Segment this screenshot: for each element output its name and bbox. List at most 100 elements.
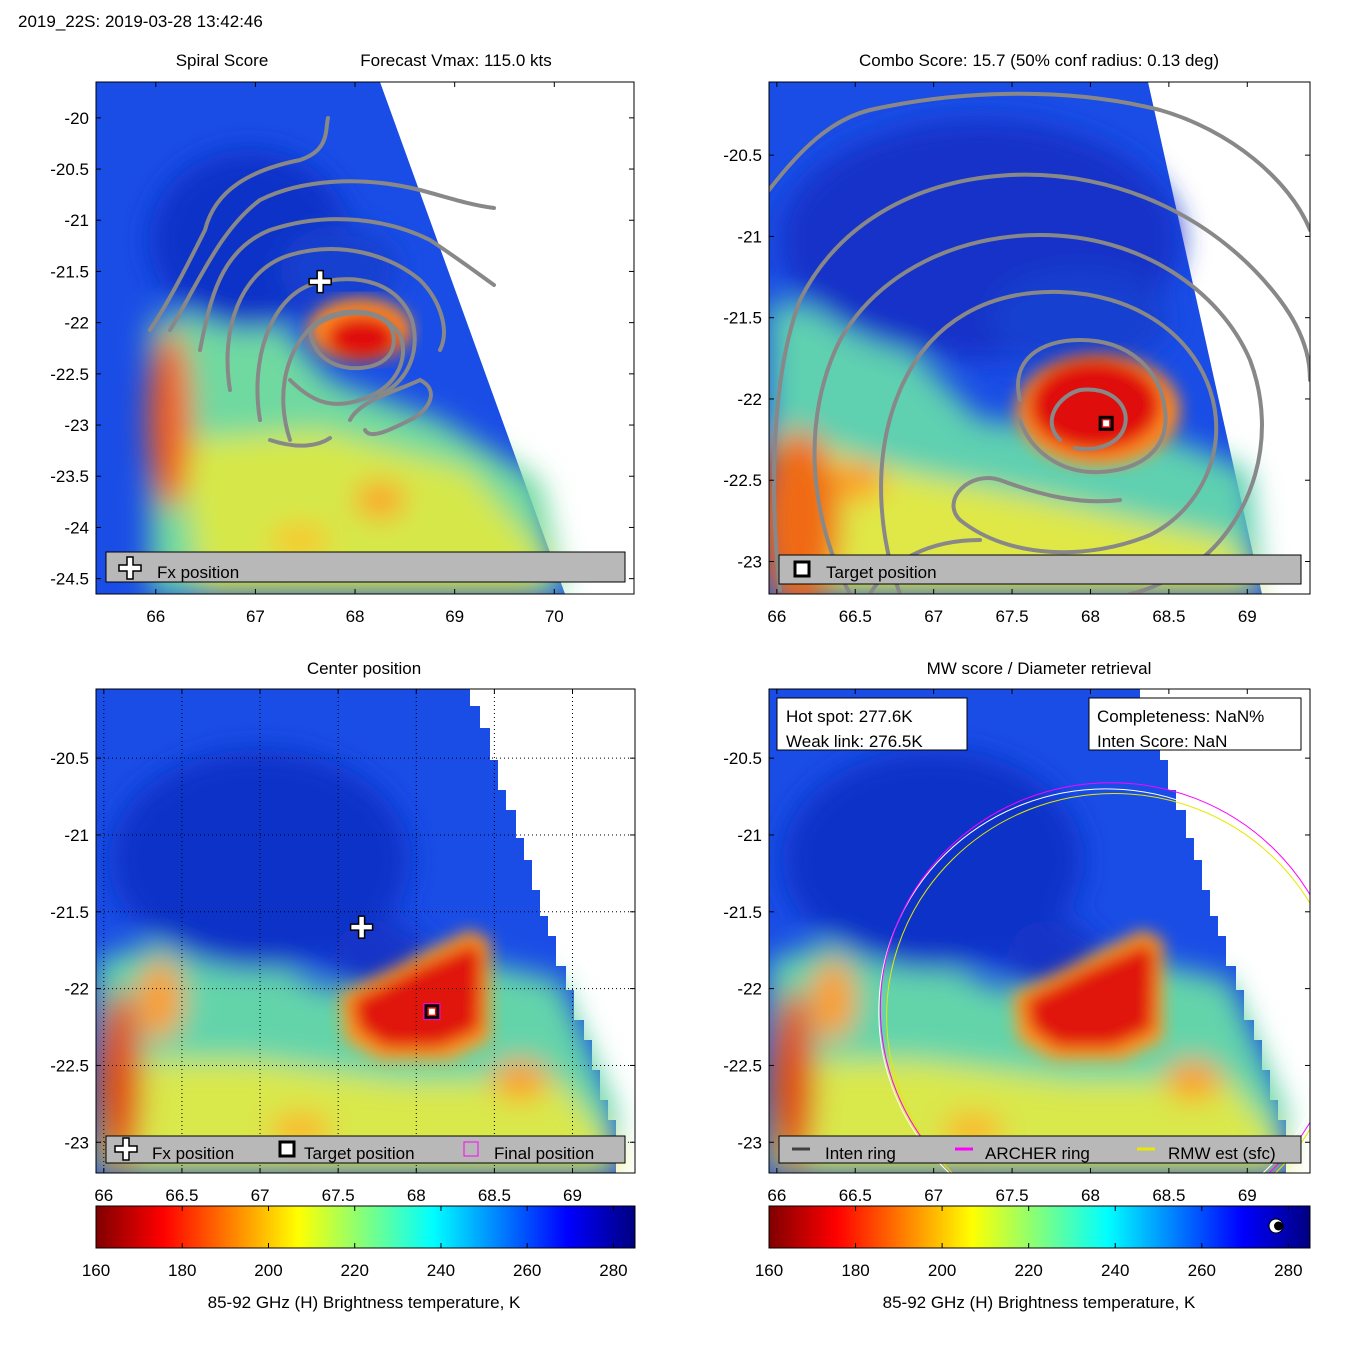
final-square-icon [463,1141,479,1157]
mw-weaklink-text: Weak link: 276.5K [786,732,923,751]
y-tick-label: -21.5 [723,309,762,328]
ring-1 [879,782,1310,1173]
y-tick-label: -22.5 [723,471,762,490]
y-tick-label: -21 [737,826,762,845]
colorbar-right-label: 85-92 GHz (H) Brightness temperature, K [883,1293,1196,1312]
center-axes: 66 66.5 67 67.5 68 68.5 69 -20.5 -21 -21.5 -22 -22.… [50,689,635,1205]
cross-icon [114,1137,138,1161]
y-tick-label: -21.5 [50,903,89,922]
y-tick-label: -23 [737,552,762,571]
x-tick-label: 69 [445,607,464,626]
x-tick-label: 67 [251,1186,270,1205]
x-tick-label: 70 [545,607,564,626]
combo-legend: Target position [778,554,1302,585]
combo-panel: Combo Score: 15.7 (50% conf radius: 0.13… [723,51,1311,626]
ring-0 [878,788,1310,1173]
combo-legend-target: Target position [826,563,937,582]
colorbar-tick-label: 240 [1101,1261,1129,1280]
x-tick-label: 67 [924,1186,943,1205]
mw-title: MW score / Diameter retrieval [927,659,1152,678]
colorbar-tick-label: 280 [1274,1261,1302,1280]
target-position-point [1098,415,1114,431]
y-tick-label: -22.5 [50,365,89,384]
x-tick-label: 67.5 [996,1186,1029,1205]
y-tick-label: -22 [737,980,762,999]
colorbar-tick-label: 260 [1188,1261,1216,1280]
y-tick-label: -21 [737,227,762,246]
colorbar-tick-label: 160 [755,1261,783,1280]
x-tick-label: 68.5 [478,1186,511,1205]
moon-icon [1268,1218,1284,1234]
center-fx-marker [349,915,374,939]
spiral-title: Spiral Score [176,51,269,70]
spiral-map [96,82,634,594]
y-tick-label: -21.5 [723,903,762,922]
mw-legend: Inten ring ARCHER ring RMW est (sfc) [778,1135,1302,1164]
x-tick-label: 67.5 [322,1186,355,1205]
y-tick-label: -20.5 [50,749,89,768]
x-tick-label: 67 [924,607,943,626]
y-tick-label: -23 [64,1133,89,1152]
colorbar-tick-label: 180 [841,1261,869,1280]
center-map [96,689,635,1173]
colorbar-tick-label: 220 [1014,1261,1042,1280]
spiral-panel: Spiral Score Forecast Vmax: 115.0 kts [50,51,635,626]
y-tick-label: -23.5 [50,467,89,486]
x-tick-label: 68 [346,607,365,626]
x-tick-label: 66.5 [839,1186,872,1205]
spiral-axes: 66 67 68 69 70 -20 -20.5 -21 -21.5 -22 -22.5 -23 -23… [50,82,634,626]
center-legend: Fx position Target position Final positi… [105,1135,626,1164]
mw-map [769,689,1310,1173]
colorbar-tick-label: 160 [82,1261,110,1280]
mw-completeness-text: Completeness: NaN% [1097,707,1264,726]
ring-2 [886,793,1310,1173]
cross-icon [118,556,142,580]
mw-panel: MW score / Diameter retrieval [723,659,1311,1205]
x-tick-label: 69 [563,1186,582,1205]
y-tick-label: -20.5 [723,749,762,768]
mw-rings [878,782,1310,1173]
mw-hotspot-box: Hot spot: 277.6K Weak link: 276.5K [776,697,968,751]
x-tick-label: 67.5 [996,607,1029,626]
center-grid [96,689,635,1173]
target-position-core [1103,420,1110,427]
fx-position-point [308,269,332,294]
square-icon [793,560,811,578]
mw-legend-rmw: RMW est (sfc) [1168,1144,1276,1163]
combo-title: Combo Score: 15.7 (50% conf radius: 0.13… [859,51,1219,70]
x-tick-label: 68 [1081,607,1100,626]
y-tick-label: -22 [64,314,89,333]
y-tick-label: -20.5 [50,160,89,179]
figure-header: 2019_22S: 2019-03-28 13:42:46 [18,12,263,31]
colorbar-tick-label: 200 [928,1261,956,1280]
center-legend-fx: Fx position [152,1144,234,1163]
mw-legend-archer: ARCHER ring [985,1144,1090,1163]
center-title: Center position [307,659,421,678]
x-tick-label: 66 [146,607,165,626]
y-tick-label: -23 [64,416,89,435]
colorbar-tick-label: 260 [513,1261,541,1280]
spiral-legend-fx: Fx position [157,563,239,582]
colorbar-tick-label: 220 [341,1261,369,1280]
square-icon [278,1140,296,1158]
y-tick-label: -24 [64,518,89,537]
mw-score-box: Completeness: NaN% Inten Score: NaN [1088,697,1302,751]
center-panel: Center position [50,659,636,1205]
x-tick-label: 67 [246,607,265,626]
final-position-point [423,1003,441,1021]
colorbar-left: 160 180 200 220 240 260 280 85-92 GHz (H) Brig… [82,1205,636,1312]
target-position-core [428,1008,435,1015]
mw-axes: 66 66.5 67 67.5 68 68.5 69 -20.5 -21 -21.5 -22 -22.… [723,689,1310,1205]
center-target-marker [423,1003,441,1021]
center-legend-target: Target position [304,1144,415,1163]
colorbar-tick-label: 280 [599,1261,627,1280]
center-legend-final: Final position [494,1144,594,1163]
mw-hotspot-text: Hot spot: 277.6K [786,707,913,726]
x-tick-label: 68.5 [1152,607,1185,626]
y-tick-label: -20.5 [723,146,762,165]
y-tick-label: -20 [64,109,89,128]
y-tick-label: -23 [737,1133,762,1152]
target-position-point [424,1004,440,1020]
combo-target-marker [1098,415,1114,431]
